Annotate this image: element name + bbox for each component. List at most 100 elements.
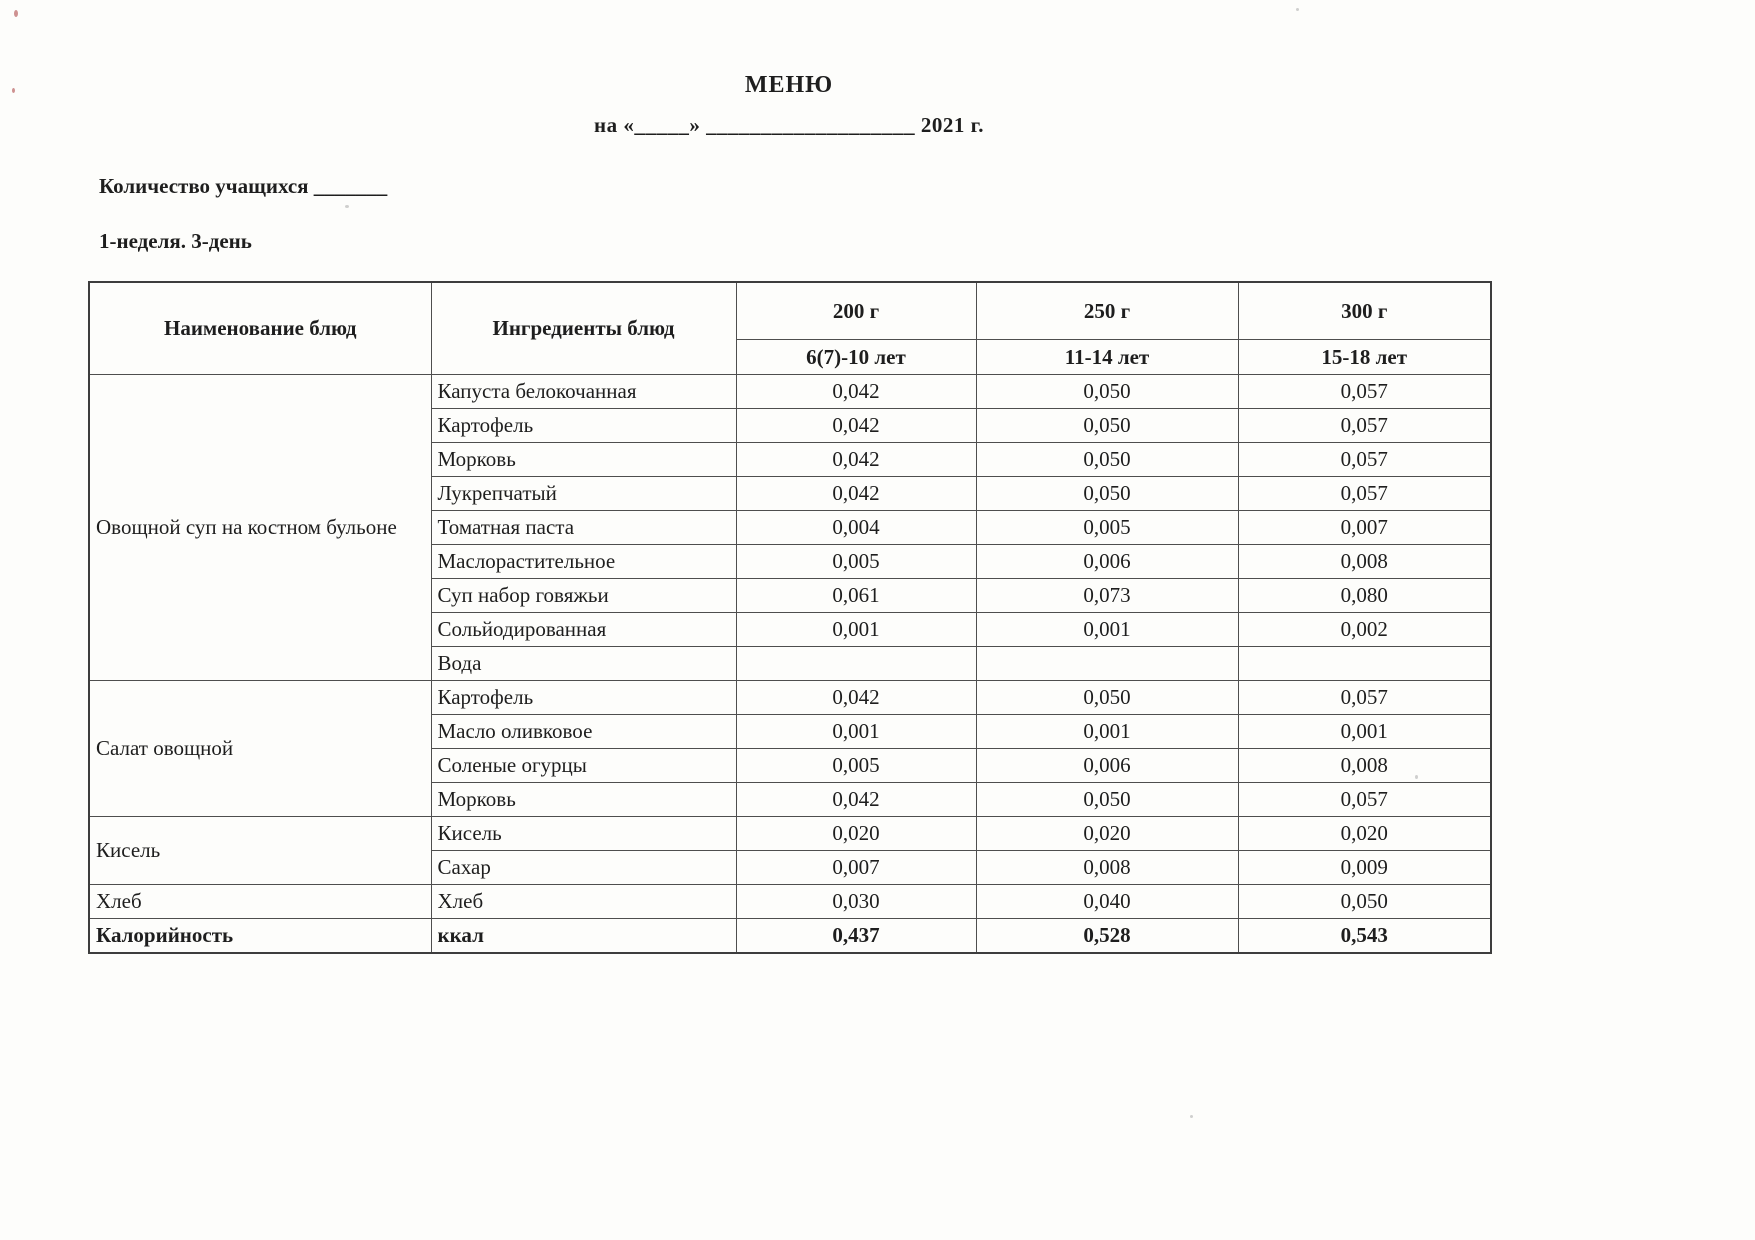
weight-value-cell: 0,042 (735, 782, 977, 817)
ingredient-cell: Картофель (430, 680, 737, 715)
table-row: Вода (89, 646, 1492, 681)
menu-table-header: Наименование блюд Ингредиенты блюд 200 г… (88, 281, 1492, 375)
table-row: Салат овощной Картофель 0,042 0,050 0,057 (88, 680, 1492, 817)
weight-value-cell: 0,057 (1237, 476, 1492, 511)
weight-value-cell: 0,007 (735, 850, 977, 885)
weight-value-cell: 0,005 (975, 510, 1239, 545)
weight-value-cell: 0,004 (735, 510, 977, 545)
dish-name-cell: Кисель (88, 816, 432, 885)
ingredient-cell: Сахар (430, 850, 737, 885)
weight-value-cell: 0,008 (975, 850, 1239, 885)
weight-value-cell: 0,002 (1237, 612, 1492, 647)
ingredient-cell: Морковь (430, 442, 737, 477)
total-unit-cell: ккал (430, 918, 737, 954)
weight-value-cell: 0,042 (735, 442, 977, 477)
header-dish-name: Наименование блюд (88, 281, 432, 375)
ingredient-cell: Сольйодированная (430, 612, 737, 647)
weight-value-cell: 0,061 (735, 578, 977, 613)
table-row: Сольйодированная 0,001 0,001 0,002 (89, 612, 1492, 647)
weight-value-cell: 0,020 (1237, 816, 1492, 851)
header-portion-200: 200 г (735, 281, 977, 340)
ingredient-cell: Морковь (430, 782, 737, 817)
weight-value-cell: 0,020 (975, 816, 1239, 851)
document-content: МЕНЮ на «_____» ___________________ 2021… (88, 0, 1492, 954)
total-value-cell: 0,528 (975, 918, 1239, 954)
total-value-cell: 0,437 (735, 918, 977, 954)
weight-value-cell: 0,001 (975, 612, 1239, 647)
weight-value-cell: 0,057 (1237, 408, 1492, 443)
weight-value-cell: 0,008 (1237, 544, 1492, 579)
table-row: Хлеб Хлеб 0,030 0,040 0,050 (88, 884, 1492, 919)
page-title: МЕНЮ (744, 72, 834, 98)
header-portion-300: 300 г (1237, 281, 1492, 340)
ingredient-cell: Томатная паста (430, 510, 737, 545)
weight-value-cell: 0,020 (735, 816, 977, 851)
ingredient-cell: Капуста белокочанная (430, 374, 737, 409)
weight-value-cell: 0,001 (1237, 714, 1492, 749)
total-value-cell: 0,543 (1237, 918, 1492, 954)
weight-value-cell: 0,050 (975, 680, 1239, 715)
ingredient-cell: Вода (430, 646, 737, 681)
weight-value-cell: 0,042 (735, 374, 977, 409)
header-ingredients: Ингредиенты блюд (430, 281, 737, 375)
weight-value-cell: 0,050 (975, 374, 1239, 409)
weight-value-cell (735, 646, 977, 681)
scan-artifact (1190, 1115, 1193, 1118)
header-age-6-10: 6(7)-10 лет (735, 339, 977, 375)
ingredient-cell: Лукрепчатый (430, 476, 737, 511)
ingredient-cell: Кисель (430, 816, 737, 851)
weight-value-cell: 0,050 (975, 782, 1239, 817)
weight-value-cell: 0,073 (975, 578, 1239, 613)
weight-value-cell: 0,042 (735, 408, 977, 443)
table-row: Картофель 0,042 0,050 0,057 (89, 408, 1492, 443)
students-count-line: Количество учащихся _______ (99, 174, 388, 198)
table-row: Лукрепчатый 0,042 0,050 0,057 (89, 476, 1492, 511)
ingredient-cell: Хлеб (430, 884, 737, 919)
weight-value-cell: 0,057 (1237, 680, 1492, 715)
weight-value-cell: 0,005 (735, 544, 977, 579)
weight-value-cell: 0,006 (975, 544, 1239, 579)
dish-name-cell: Салат овощной (88, 680, 432, 817)
weight-value-cell: 0,030 (735, 884, 977, 919)
weight-value-cell (975, 646, 1239, 681)
weight-value-cell: 0,050 (975, 476, 1239, 511)
table-row: Соленые огурцы 0,005 0,006 0,008 (89, 748, 1492, 783)
table-row: Морковь 0,042 0,050 0,057 (89, 442, 1492, 477)
weight-value-cell: 0,001 (975, 714, 1239, 749)
ingredient-cell: Маслорастительное (430, 544, 737, 579)
weight-value-cell: 0,057 (1237, 374, 1492, 409)
weight-value-cell: 0,057 (1237, 442, 1492, 477)
table-row: Морковь 0,042 0,050 0,057 (89, 782, 1492, 817)
weight-value-cell: 0,001 (735, 714, 977, 749)
menu-table-body: Овощной суп на костном бульоне Капуста бе… (88, 374, 1492, 954)
ingredient-cell: Суп набор говяжьи (430, 578, 737, 613)
weight-value-cell: 0,050 (975, 408, 1239, 443)
ingredient-cell: Картофель (430, 408, 737, 443)
weight-value-cell: 0,050 (1237, 884, 1492, 919)
weight-value-cell: 0,009 (1237, 850, 1492, 885)
scan-artifact (12, 88, 15, 93)
weight-value-cell: 0,005 (735, 748, 977, 783)
weight-value-cell: 0,042 (735, 680, 977, 715)
table-row: Овощной суп на костном бульоне Капуста бе… (88, 374, 1492, 681)
weight-value-cell: 0,042 (735, 476, 977, 511)
weight-value-cell: 0,050 (975, 442, 1239, 477)
table-row: Масло оливковое 0,001 0,001 0,001 (89, 714, 1492, 749)
total-label-cell: Калорийность (88, 918, 432, 954)
weight-value-cell: 0,006 (975, 748, 1239, 783)
date-blank-line: на «_____» ___________________ 2021 г. (593, 113, 985, 137)
weight-value-cell: 0,001 (735, 612, 977, 647)
week-day-line: 1-неделя. 3-день (99, 229, 252, 253)
weight-value-cell: 0,008 (1237, 748, 1492, 783)
header-portion-250: 250 г (975, 281, 1239, 340)
dish-name-cell: Овощной суп на костном бульоне (88, 374, 432, 681)
weight-value-cell: 0,040 (975, 884, 1239, 919)
weight-value-cell: 0,007 (1237, 510, 1492, 545)
menu-table: Наименование блюд Ингредиенты блюд 200 г… (88, 281, 1492, 954)
scan-artifact (14, 10, 18, 17)
dish-name-cell: Хлеб (88, 884, 432, 919)
header-row-ages: 6(7)-10 лет 11-14 лет 15-18 лет (89, 339, 1492, 375)
header-age-15-18: 15-18 лет (1237, 339, 1492, 375)
header-age-11-14: 11-14 лет (975, 339, 1239, 375)
